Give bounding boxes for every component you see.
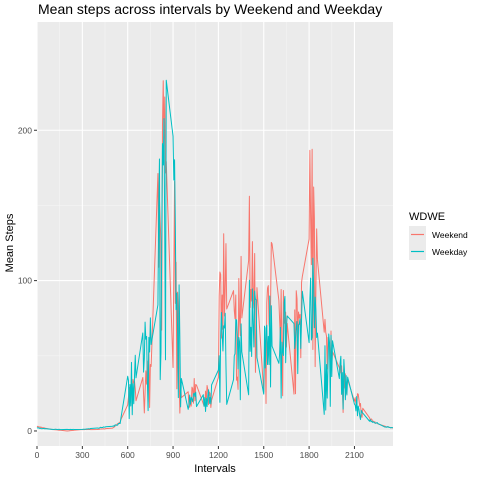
x-tick-label: 300 [75, 450, 89, 460]
y-axis-title: Mean Steps [4, 213, 16, 272]
y-axis: 0 100 200 [18, 125, 37, 436]
legend-label-weekday: Weekday [432, 247, 468, 257]
x-tick-label: 1200 [209, 450, 228, 460]
x-tick-label: 900 [166, 450, 180, 460]
y-tick-label: 0 [27, 426, 32, 436]
legend-label-weekend: Weekend [432, 230, 468, 240]
chart-title: Mean steps across intervals by Weekend a… [38, 1, 382, 17]
major-gridlines [36, 22, 393, 446]
x-tick-label: 1500 [254, 450, 273, 460]
x-tick-label: 600 [121, 450, 135, 460]
x-tick-label: 1800 [300, 450, 319, 460]
plot-panel [37, 22, 393, 446]
legend-title: WDWE [409, 211, 445, 223]
legend: WDWE Weekend Weekday [409, 211, 468, 260]
x-axis: 0 300 600 900 1200 1500 1800 2100 [35, 446, 364, 460]
y-tick-label: 100 [18, 276, 32, 286]
x-tick-label: 2100 [345, 450, 364, 460]
y-tick-label: 200 [18, 125, 32, 135]
series-line-weekday [36, 79, 394, 431]
x-tick-label: 0 [35, 450, 40, 460]
series-layer [36, 79, 394, 432]
series-line-weekend [36, 80, 394, 432]
x-axis-title: Intervals [194, 463, 236, 475]
